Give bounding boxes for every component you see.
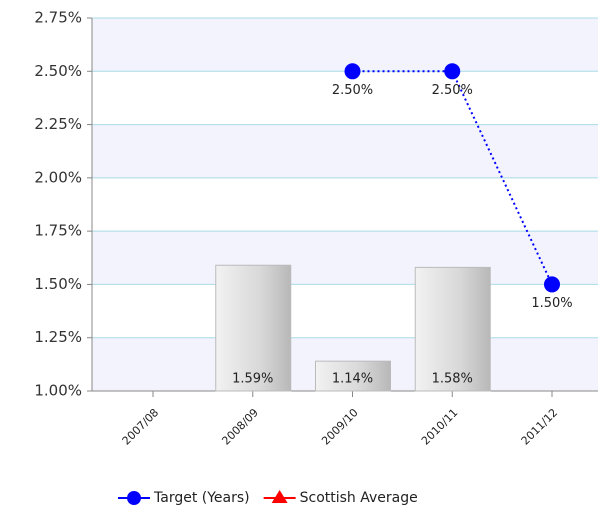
bar-value-label: 1.58% xyxy=(432,372,473,387)
x-tick-label: 2010/11 xyxy=(419,406,461,448)
point xyxy=(444,63,461,80)
y-tick-label: 1.50% xyxy=(34,275,82,293)
y-tick-label: 1.00% xyxy=(34,382,82,400)
point-value-label: 2.50% xyxy=(432,83,473,98)
bar-value-label: 1.59% xyxy=(232,372,273,387)
legend-label: Scottish Average xyxy=(300,490,418,506)
point xyxy=(344,63,361,80)
x-tick-label: 2008/09 xyxy=(219,406,261,448)
y-tick-label: 2.25% xyxy=(34,115,82,133)
x-tick-label: 2009/10 xyxy=(319,406,361,448)
x-tick-label: 2011/12 xyxy=(519,406,561,448)
y-tick-label: 2.50% xyxy=(34,62,82,80)
legend-label: Target (Years) xyxy=(153,490,250,506)
legend-marker xyxy=(271,490,288,503)
line xyxy=(352,70,553,285)
point xyxy=(544,276,560,293)
y-tick-label: 1.25% xyxy=(34,328,82,346)
point-value-label: 2.50% xyxy=(332,83,373,98)
y-tick-label: 1.75% xyxy=(34,222,82,240)
bar xyxy=(414,266,491,392)
bar xyxy=(215,264,292,392)
plot-stripe xyxy=(92,231,598,285)
bar xyxy=(315,360,391,392)
y-tick-label: 2.00% xyxy=(34,168,82,186)
y-tick-label: 2.75% xyxy=(34,9,82,27)
point-value-label: 1.50% xyxy=(531,296,572,311)
bar-value-label: 1.14% xyxy=(332,372,373,387)
plot-stripe xyxy=(92,124,598,178)
plot-stripe xyxy=(92,18,598,72)
x-tick-label: 2007/08 xyxy=(120,406,162,448)
legend-marker xyxy=(127,491,141,505)
